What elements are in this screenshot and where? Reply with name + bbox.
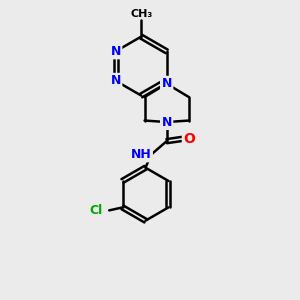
Text: N: N: [161, 116, 172, 128]
Text: NH: NH: [131, 148, 152, 161]
Text: N: N: [110, 74, 121, 87]
Text: N: N: [161, 77, 172, 90]
Text: O: O: [183, 132, 195, 146]
Text: CH₃: CH₃: [130, 9, 152, 19]
Text: N: N: [110, 45, 121, 58]
Text: Cl: Cl: [89, 204, 103, 217]
